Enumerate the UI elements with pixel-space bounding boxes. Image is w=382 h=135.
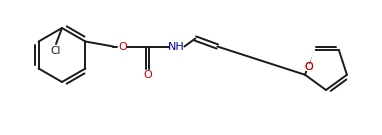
Text: O: O [305, 62, 314, 72]
Text: O: O [118, 41, 127, 51]
Text: O: O [143, 70, 152, 80]
Text: O: O [305, 62, 314, 72]
Text: Cl: Cl [51, 46, 61, 56]
Text: NH: NH [168, 41, 185, 51]
